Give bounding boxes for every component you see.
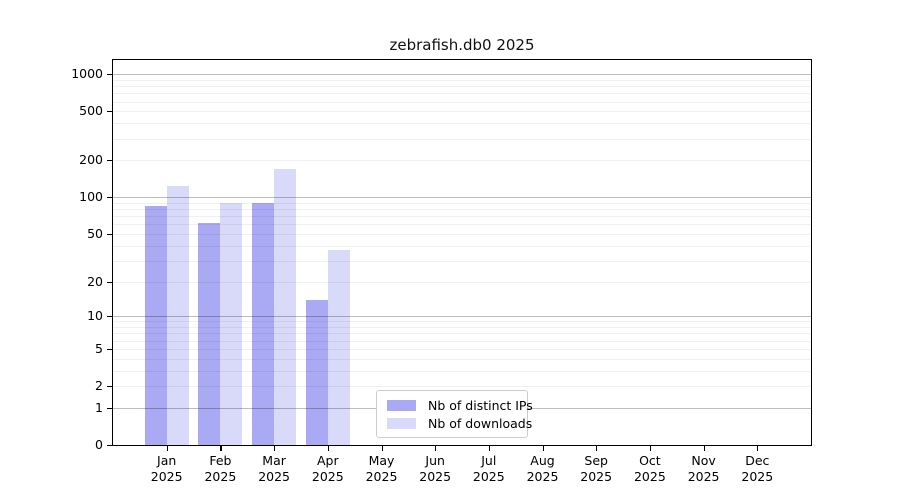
x-tick-dec (757, 446, 759, 452)
x-tick-sep (596, 446, 598, 452)
x-tick-label-oct: Oct 2025 (633, 453, 666, 484)
y-tick-2 (107, 386, 112, 388)
x-tick-label-feb: Feb 2025 (204, 453, 237, 484)
y-tick-label-1: 1 (95, 399, 103, 415)
y-tick-label-500: 500 (79, 103, 103, 119)
y-tick-50 (107, 233, 112, 236)
bar-jan-distinct-ips (144, 205, 167, 445)
x-tick-jun (435, 446, 437, 452)
bar-mar-downloads (274, 168, 297, 445)
plot-area: Nb of distinct IPs Nb of downloads (112, 59, 812, 446)
x-tick-jul (488, 446, 490, 452)
bar-apr-distinct-ips (305, 299, 328, 445)
x-tick-label-sep: Sep 2025 (580, 453, 613, 484)
x-tick-label-dec: Dec 2025 (741, 453, 774, 484)
bar-feb-downloads (220, 202, 243, 445)
bars-layer (113, 60, 811, 445)
y-tick-label-50: 50 (87, 225, 103, 241)
y-tick-500 (107, 111, 112, 113)
y-tick-100 (107, 197, 112, 199)
y-tick-label-10: 10 (87, 308, 103, 324)
y-tick-label-100: 100 (79, 189, 103, 205)
y-tick-0 (107, 445, 112, 447)
x-tick-oct (649, 446, 652, 452)
x-tick-label-may: May 2025 (365, 453, 398, 484)
bar-jan-downloads (166, 185, 189, 445)
y-tick-1 (107, 407, 112, 409)
x-tick-label-nov: Nov 2025 (687, 453, 720, 484)
y-tick-1000 (107, 74, 112, 76)
y-tick-label-5: 5 (95, 340, 103, 356)
x-tick-label-mar: Mar 2025 (258, 453, 290, 484)
legend-swatch-distinct-ips (387, 399, 416, 411)
y-tick-20 (107, 281, 112, 283)
legend-label-downloads: Nb of downloads (428, 415, 533, 431)
x-tick-aug (542, 446, 544, 452)
y-tick-label-200: 200 (79, 152, 103, 168)
x-tick-label-aug: Aug 2025 (526, 453, 559, 484)
legend: Nb of distinct IPs Nb of downloads (376, 390, 533, 438)
x-tick-label-jun: Jun 2025 (419, 453, 452, 484)
y-tick-label-20: 20 (87, 273, 103, 289)
bar-feb-distinct-ips (198, 222, 221, 445)
x-tick-jan (166, 446, 168, 452)
x-tick-nov (703, 446, 705, 452)
y-tick-200 (107, 160, 112, 162)
bar-apr-downloads (327, 249, 350, 445)
x-tick-label-jan: Jan 2025 (150, 453, 183, 484)
y-tick-label-2: 2 (95, 378, 103, 393)
x-tick-mar (274, 446, 276, 452)
y-tick-label-1000: 1000 (71, 66, 103, 82)
legend-label-distinct-ips: Nb of distinct IPs (428, 397, 533, 413)
y-tick-5 (107, 348, 112, 350)
x-tick-label-jul: Jul 2025 (472, 453, 505, 484)
x-tick-apr (327, 446, 329, 452)
x-tick-label-apr: Apr 2025 (311, 453, 344, 484)
legend-row-distinct-ips: Nb of distinct IPs (387, 396, 533, 414)
y-tick-label-0: 0 (95, 437, 103, 452)
x-tick-feb (220, 446, 222, 452)
legend-swatch-downloads (387, 417, 416, 429)
chart-title: zebrafish.db0 2025 (389, 36, 535, 54)
y-tick-10 (107, 316, 112, 318)
x-tick-may (381, 446, 383, 452)
bar-mar-distinct-ips (252, 203, 275, 445)
legend-row-downloads: Nb of downloads (387, 414, 532, 432)
